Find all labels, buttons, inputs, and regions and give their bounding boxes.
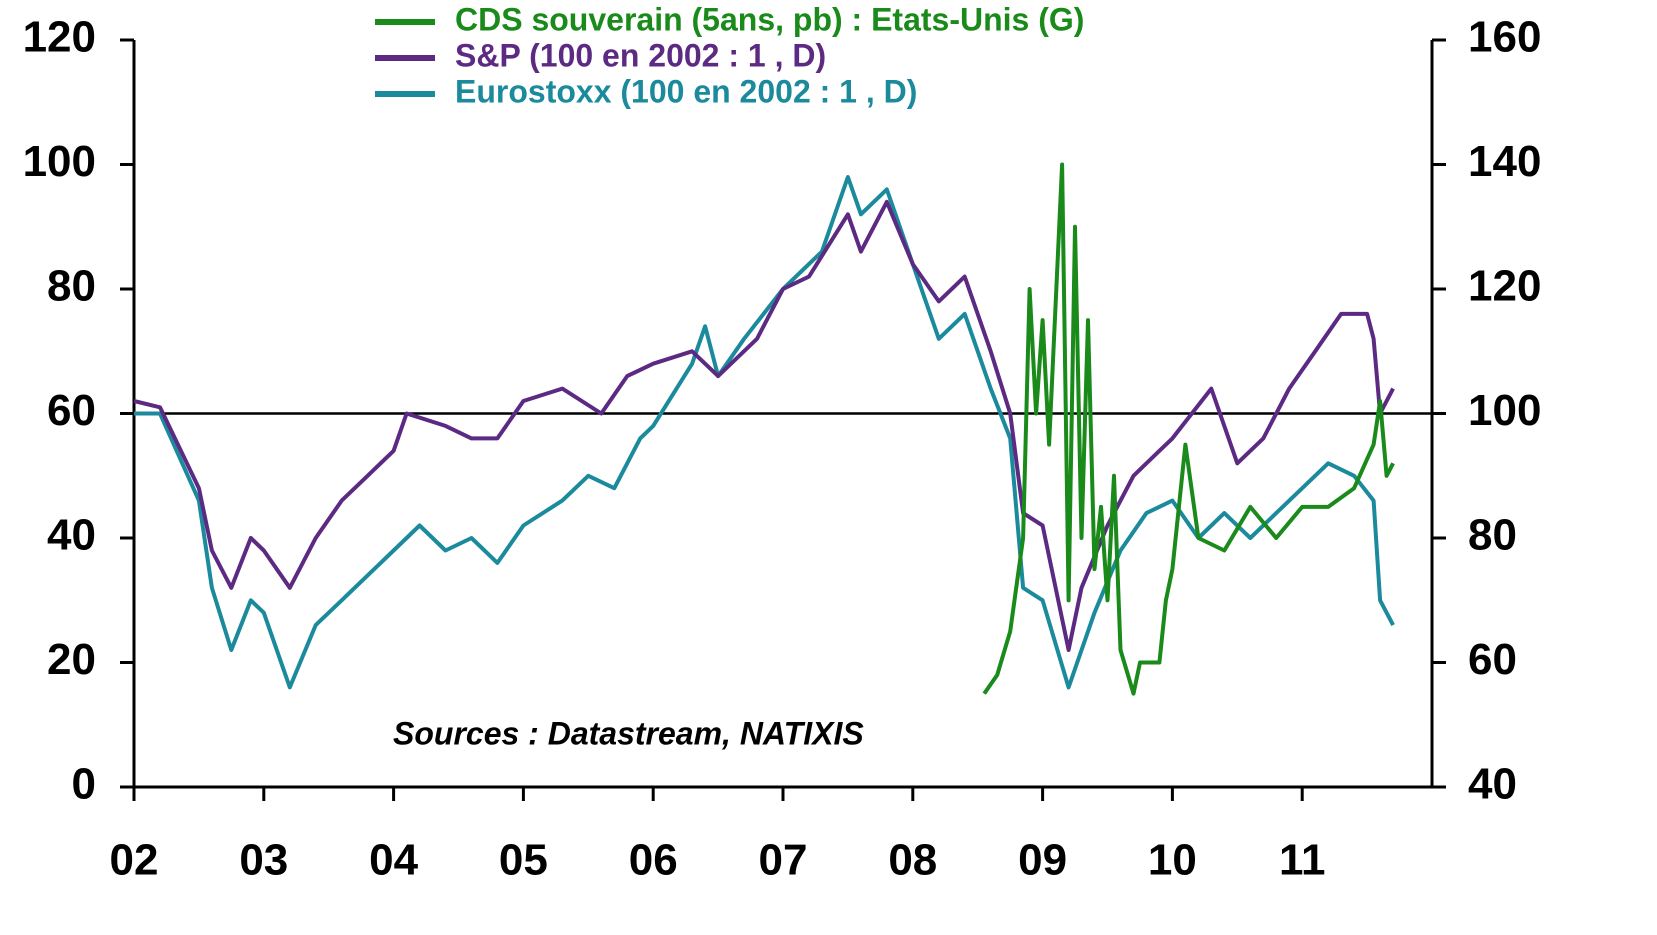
annotation: Sources : Datastream, NATIXIS [393,715,864,751]
x-tick-label: 07 [759,836,808,885]
x-tick-label: 10 [1148,836,1197,885]
y-tick-label: 120 [23,13,96,62]
x-tick-label: 09 [1018,836,1067,885]
x-tick-label: 02 [110,836,159,885]
series-line [982,162,1395,696]
series-line [133,199,1395,652]
series-line [134,175,1395,690]
y-tick-label: 40 [47,511,96,560]
x-tick-label: 05 [499,836,548,885]
y2-tick-label: 100 [1468,386,1541,435]
y2-tick-label: 140 [1468,137,1541,186]
y2-tick-label: 80 [1468,511,1517,560]
y-tick-label: 20 [47,635,96,684]
y2-tick-label: 40 [1468,760,1517,809]
x-tick-label: 08 [888,836,937,885]
x-tick-label: 04 [369,836,418,885]
x-tick-label: 11 [1279,836,1326,885]
y2-tick-label: 160 [1468,13,1541,62]
y-tick-label: 100 [23,137,96,186]
y2-tick-label: 60 [1468,635,1517,684]
y-tick-label: 60 [47,386,96,435]
legend-label: Eurostoxx (100 en 2002 : 1 , D) [455,73,917,109]
x-tick-label: 06 [629,836,678,885]
legend-label: CDS souverain (5ans, pb) : Etats-Unis (G… [455,1,1084,37]
y-tick-label: 0 [72,760,96,809]
legend-label: S&P (100 en 2002 : 1 , D) [455,37,826,73]
y2-tick-label: 120 [1468,262,1541,311]
y-tick-label: 80 [47,262,96,311]
x-tick-label: 03 [239,836,288,885]
